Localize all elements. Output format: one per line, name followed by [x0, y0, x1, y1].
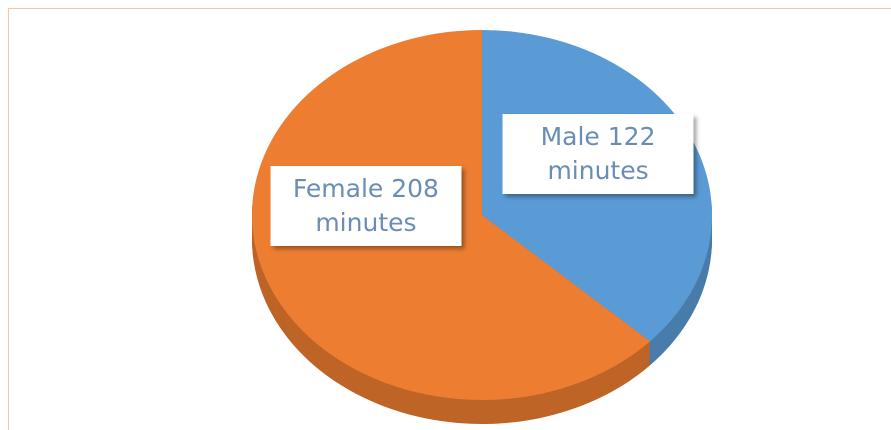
data-label: Male 122 minutes	[502, 114, 694, 195]
data-label: Female 208 minutes	[270, 165, 462, 246]
value-label: 122 minutes	[547, 122, 656, 186]
value-label: 208 minutes	[315, 173, 439, 237]
category-label: Female	[292, 173, 384, 203]
chart-frame	[8, 8, 891, 430]
category-label: Male	[540, 122, 600, 152]
